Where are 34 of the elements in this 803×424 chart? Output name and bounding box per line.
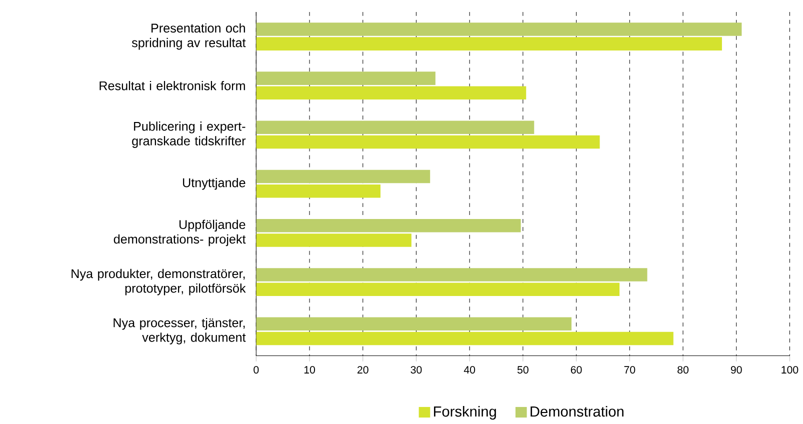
bar	[256, 219, 521, 232]
bar	[256, 37, 722, 51]
bar	[256, 135, 600, 149]
bar	[256, 332, 674, 346]
x-tick-label: 30	[410, 366, 422, 374]
y-tick-label: Presentation och spridning av resultat	[132, 23, 246, 50]
y-tick-label: Nya processer, tjänster, verktyg, dokument	[114, 318, 246, 344]
y-tick-label: Uppföljande demonstrations- projekt	[114, 220, 246, 246]
bar	[256, 120, 534, 134]
x-tick-label: 80	[678, 366, 688, 374]
x-tick-label: 100	[782, 366, 798, 374]
bar	[256, 234, 412, 247]
x-tick-label: 50	[517, 366, 528, 374]
x-tick-label: 10	[304, 366, 316, 374]
y-tick-label: Publicering i expert-granskade tidskrifter	[132, 122, 246, 148]
bar	[256, 268, 648, 282]
x-tick-label: 0	[254, 366, 259, 374]
bar	[256, 317, 572, 331]
legend-label: Forskning	[434, 406, 496, 420]
x-tick-label: 60	[570, 366, 582, 374]
x-tick-label: 70	[624, 366, 636, 374]
bar	[256, 72, 436, 86]
bar	[256, 86, 526, 100]
x-tick-label: 40	[464, 366, 476, 374]
bar	[256, 282, 620, 296]
x-tick-label: 90	[730, 366, 742, 374]
x-tick-label: 20	[358, 366, 368, 374]
y-tick-label: Resultat i elektronisk form	[100, 81, 245, 90]
bar	[256, 170, 430, 184]
legend-label: Demonstration	[530, 406, 624, 417]
bar	[256, 22, 742, 36]
y-tick-label: Nya produkter, demonstratörer, prototyper, pilotförsök	[72, 268, 246, 296]
y-tick-label: Utnyttjande	[183, 178, 246, 190]
bar	[256, 184, 380, 198]
